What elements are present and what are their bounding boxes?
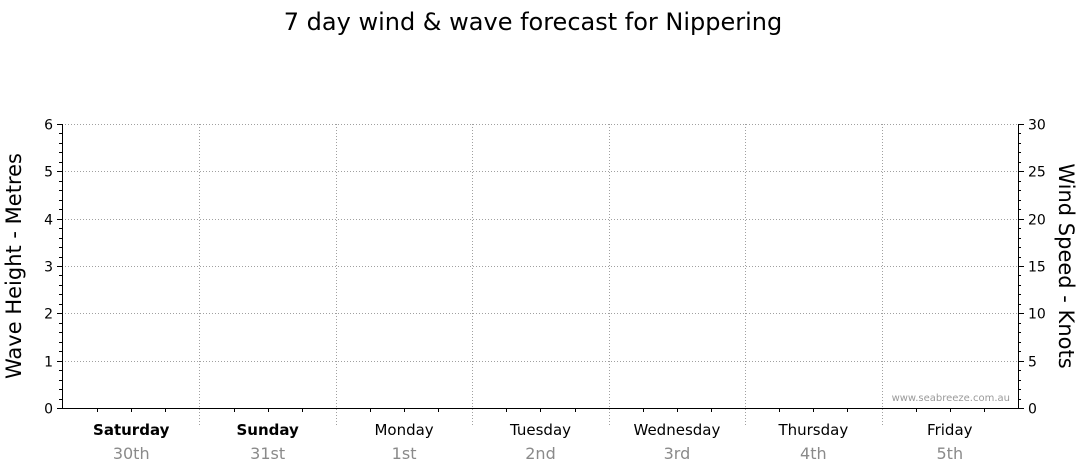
chart-title: 7 day wind & wave forecast for Nippering [284,8,782,36]
day-name-label: Tuesday [509,421,571,439]
y-right-tick-label: 25 [1028,165,1046,181]
y-right-tick-label: 10 [1028,307,1046,323]
y-left-tick-label: 3 [44,260,53,276]
day-date-label: 4th [800,444,827,463]
day-date-label: 5th [936,444,963,463]
day-date-label: 3rd [664,444,691,463]
grid-layer [62,124,1018,426]
day-date-label: 31st [250,444,285,463]
y-left-axis-title: Wave Height - Metres [2,153,26,379]
y-left-tick-label: 0 [44,402,53,418]
y-right-tick-label: 30 [1028,118,1046,134]
y-left-tick-label: 1 [44,355,53,371]
day-name-label: Wednesday [634,421,721,439]
y-right-tick-label: 20 [1028,213,1046,229]
y-left-tick-label: 5 [44,165,53,181]
y-right-axis-title: Wind Speed - Knots [1054,163,1078,368]
day-name-label: Saturday [93,421,170,439]
day-date-label: 2nd [525,444,555,463]
y-left-tick-label: 4 [44,213,53,229]
y-right-tick-label: 15 [1028,260,1046,276]
day-date-label: 1st [392,444,417,463]
day-name-label: Sunday [236,421,299,439]
day-name-label: Monday [374,421,433,439]
day-name-label: Friday [927,421,973,439]
y-left-tick-label: 2 [44,307,53,323]
day-name-label: Thursday [777,421,848,439]
labels-layer: 0 1 2 3 4 5 6 0 5 10 15 20 25 30 Saturday 30th Sunday 31s… [44,118,1046,464]
y-left-tick-label: 6 [44,118,53,134]
y-right-tick-label: 5 [1028,355,1037,371]
axes-layer [57,124,1024,412]
y-right-tick-label: 0 [1028,402,1037,418]
day-date-label: 30th [113,444,150,463]
watermark: www.seabreeze.com.au [892,393,1010,404]
